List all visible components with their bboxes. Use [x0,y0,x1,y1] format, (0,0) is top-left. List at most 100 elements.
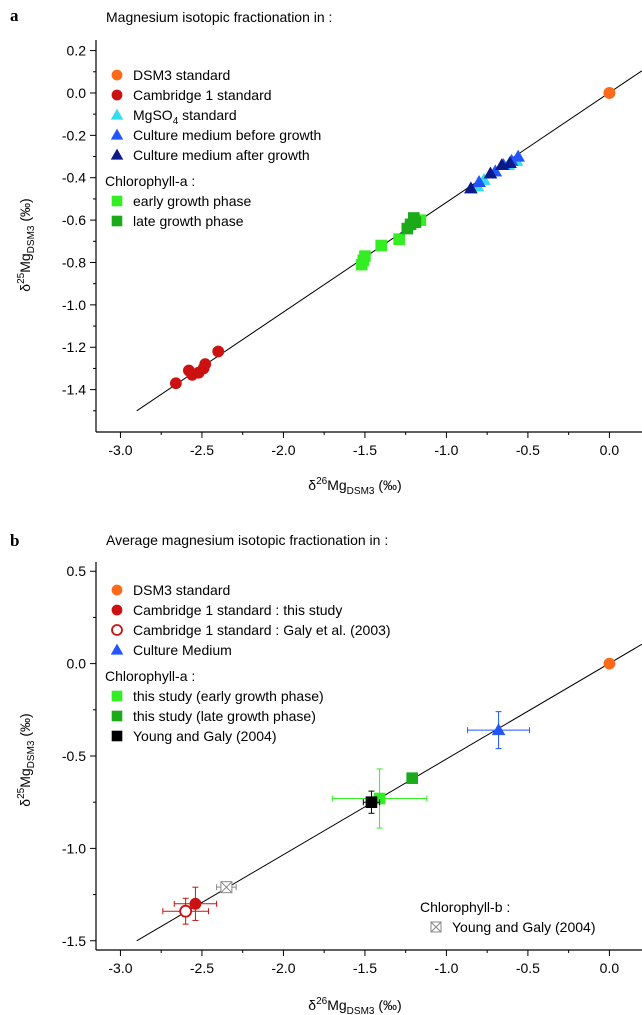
y-label-subscript: DSM3 [26,225,37,253]
chart-b-legend-marker-young-and-galy-2004 [111,730,123,742]
chart-b-legend-label-this-study-early-growth-phase: this study (early growth phase) [133,688,324,704]
chart-a-legend-label-subscript: 4 [173,116,179,127]
chart-a-point-culture-medium-after-growth [483,166,498,179]
chart-b-legend2-marker-young-and-galy-2004-cross-2 [430,921,442,933]
chart-a-point-early-growth-phase [393,233,405,245]
chart-b-point-cambridge-1-standard-galy-et-al-2003 [179,904,193,918]
x-label-unit: (‰) [374,997,401,1013]
x-label-superscript: 26 [316,996,328,1007]
panel-b: b Average magnesium isotopic fractionati… [10,531,642,1015]
chart-b-point-young-and-galy-2004 [365,796,378,808]
chart-a-legend-marker-mgso [110,108,124,120]
chart-a-y-tick-label: -0.4 [62,170,86,186]
chart-b-point-culture-medium [491,723,506,736]
chart-b-point-this-study-late-growth-phase [406,772,418,784]
chart-b-point-cambridge-1-standard-this-study [189,897,202,910]
chart-b-legend2-heading: Chlorophyll-b : [420,899,510,915]
panel-letter-b: b [10,531,19,550]
chart-b-x-tick-label: -2.5 [190,960,214,976]
chart-a-legend-label-dsm3-standard: DSM3 standard [133,67,230,83]
chart-a-y-tick-label: -0.6 [62,212,86,228]
chart-a-y-tick-label: -1.0 [62,297,86,313]
chart-a-legend-label-suffix: standard [178,107,236,123]
chart-b-legend-label-dsm3-standard: DSM3 standard [133,582,230,598]
chart-a-legend-label-late-growth-phase: late growth phase [133,213,244,229]
chart-a-point-early-growth-phase [375,239,388,252]
chart-a-y-tick-label: -0.8 [62,254,86,270]
chart-b-legend2-label-young-and-galy-2004: Young and Galy (2004) [452,919,595,935]
chart-b-point-young-and-galy-2004-chlorophyll-b [220,881,233,894]
chart-a-y-tick-label: 0.2 [67,43,87,59]
x-label-unit: (‰) [374,477,401,493]
chart-b-legend-marker-cambridge-1-standard-this-study [111,604,123,616]
chart-b-point-dsm3-standard [603,657,616,670]
chart-a-x-tick-label: -0.5 [516,442,540,458]
chart-b-legend-marker-this-study-early-growth-phase [111,690,123,702]
chart-a-legend: DSM3 standard Cambridge 1 standard MgSO4 s… [105,67,321,229]
panel-letter-a: a [10,6,19,25]
chart-a-point-early-growth-phase [359,250,371,262]
chart-b-y-tick-label: 0.5 [67,563,87,579]
chart-a-point-cambridge-1-standard [169,377,182,390]
chart-a-point-culture-medium-after-growth [503,155,517,168]
y-label-name: Mg [17,768,33,787]
chart-a-legend-marker-early-growth-phase [111,195,123,207]
chart-a-x-tick-label: -1.5 [353,442,377,458]
chart-a-x-tick-label: -2.5 [190,442,214,458]
chart-b-x-tick-label: -1.0 [434,960,458,976]
chart-b-x-tick-label: 0.0 [600,960,620,976]
y-label-name: Mg [17,253,33,272]
chart-b-legend-label-cambridge-1-standard-this-study: Cambridge 1 standard : this study [133,602,342,618]
chart-a-point-cambridge-1-standard [199,358,212,371]
chart-a-legend-marker-culture-medium-after-growth [110,148,124,160]
chart-b-legend-label-young-and-galy-2004: Young and Galy (2004) [133,728,276,744]
chart-a-legend-marker-cambridge-1-standard [111,89,123,101]
chart-b-y-tick-label: 0.0 [67,656,87,672]
chart-b-legend-marker-cambridge-1-standard-galy-et-al-2003 [111,624,123,636]
x-label-subscript: DSM3 [347,1006,375,1015]
x-label-name: Mg [327,477,346,493]
x-label-name: Mg [327,997,346,1013]
chart-a-point-dsm3-standard [603,87,616,99]
chart-b-legend2-marker-young-and-galy-2004 [430,921,442,933]
chart-a-x-axis-label: δ26MgDSM3 (‰) [308,476,401,497]
chart-a-legend-label-early-growth-phase: early growth phase [133,193,252,209]
panel-a: a Magnesium isotopic fractionation in : … [10,6,642,497]
chart-a-legend-label-culture-medium-before-growth: Culture medium before growth [133,127,321,143]
chart-b-x-axis-label: δ26MgDSM3 (‰) [308,996,401,1015]
chart-b-legend: DSM3 standard Cambridge 1 standard : this… [105,582,595,935]
y-label-superscript: 25 [16,787,27,799]
chart-b-legend-label-this-study-late-growth-phase: this study (late growth phase) [133,708,316,724]
y-label-subscript: DSM3 [26,740,37,768]
chart-b-x-tick-label: -2.0 [271,960,295,976]
chart-a-legend-label-mgso: MgSO4 standard [133,107,237,127]
chart-a-point-culture-medium-before-growth [472,175,486,188]
y-label-unit: (‰) [17,713,33,740]
chart-a-legend-marker-late-growth-phase [111,215,123,227]
chart-a-x-tick-label: -3.0 [108,442,132,458]
y-label-unit: (‰) [17,198,33,225]
chart-a-point-cambridge-1-standard [212,345,225,358]
chart-a-point-culture-medium-after-growth [464,181,478,194]
x-label-subscript: DSM3 [347,486,375,497]
chart-a-data-points [169,87,616,390]
chart-a-legend-marker-dsm3-standard [111,69,123,81]
chart-a-y-tick-label: -1.4 [62,382,86,398]
chart-a-legend-label-culture-medium-after-growth: Culture medium after growth [133,147,310,163]
chart-b-y-axis-label: δ25MgDSM3 (‰) [16,713,37,806]
chart-a-y-tick-label: -0.2 [62,127,86,143]
chart-a-y-tick-label: 0.0 [67,85,87,101]
chart-a-point-late-growth-phase [409,216,422,229]
chart-b-data-points [162,657,616,925]
chart-b-legend-group-heading: Chlorophyll-a : [105,668,195,684]
chart-a-legend-group-heading: Chlorophyll-a : [105,173,195,189]
chart-a-x-tick-label: -2.0 [271,442,295,458]
chart-b-legend-marker-dsm3-standard [111,584,123,596]
chart-a-x-tick-label: 0.0 [600,442,620,458]
chart-a-legend-marker-culture-medium-before-growth [110,128,124,140]
chart-a-axes: -3.0 -2.5 -2.0 -1.5 -1.0 -0.5 0.0 0.2 0.0 -0.2 -0.… [62,40,642,458]
chart-b-legend-marker-culture-medium [110,643,124,655]
chart-a-y-tick-label: -1.2 [62,339,86,355]
chart-b-x-tick-label: -1.5 [353,960,377,976]
